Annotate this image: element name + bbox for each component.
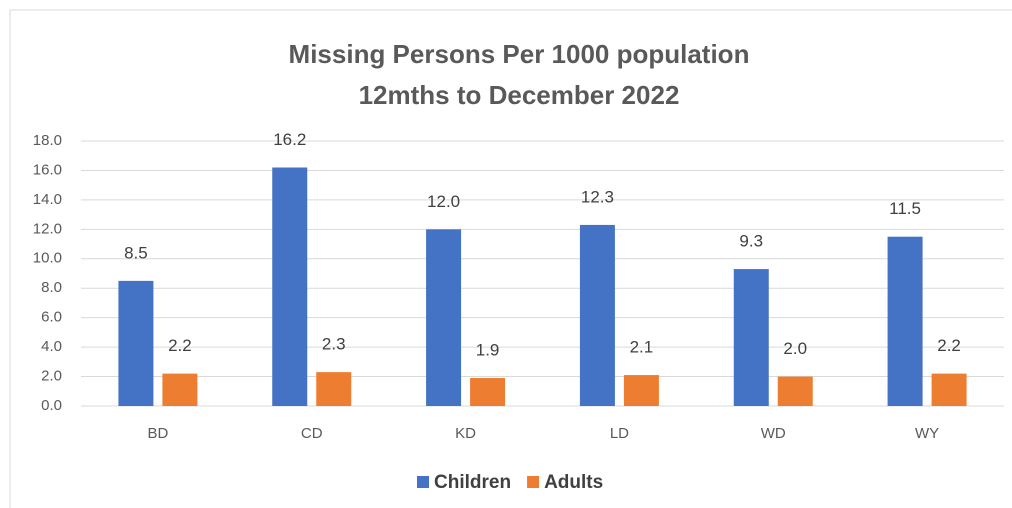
y-tick-label: 16.0: [33, 161, 62, 178]
data-label: 9.3: [739, 232, 763, 251]
data-label: 8.5: [124, 243, 148, 262]
y-tick-label: 12.0: [33, 220, 62, 237]
bar: [887, 236, 923, 406]
bar: [470, 378, 506, 406]
data-label: 2.0: [783, 339, 807, 358]
legend-swatch: [417, 476, 429, 488]
y-tick-label: 8.0: [41, 279, 62, 296]
x-tick-label: WY: [915, 425, 939, 442]
bar: [118, 280, 154, 406]
data-label: 16.2: [273, 130, 306, 149]
bar: [931, 373, 967, 406]
x-tick-label: LD: [610, 425, 629, 442]
chart-subtitle: 12mths to December 2022: [359, 80, 680, 110]
data-label: 12.3: [581, 187, 614, 206]
x-tick-label: BD: [147, 425, 168, 442]
y-tick-label: 14.0: [33, 191, 62, 208]
data-label: 12.0: [427, 192, 460, 211]
bar: [777, 376, 813, 406]
data-label: 2.2: [168, 336, 192, 355]
x-tick-label: WD: [761, 425, 786, 442]
data-label: 11.5: [889, 199, 921, 218]
y-tick-label: 4.0: [41, 338, 62, 355]
y-tick-label: 2.0: [41, 368, 62, 385]
bar: [272, 167, 308, 406]
x-tick-label: CD: [301, 425, 323, 442]
data-label: 2.2: [937, 336, 961, 355]
data-label: 1.9: [476, 341, 500, 360]
x-tick-label: KD: [455, 425, 476, 442]
y-tick-label: 10.0: [33, 250, 62, 267]
bar: [426, 229, 462, 406]
legend-swatch: [527, 476, 540, 488]
y-tick-label: 18.0: [33, 132, 62, 149]
legend-label: Children: [434, 472, 511, 493]
legend-label: Adults: [544, 472, 603, 493]
bar: [316, 372, 352, 406]
y-tick-label: 0.0: [41, 397, 62, 414]
bar: [733, 269, 769, 406]
y-tick-label: 6.0: [41, 309, 62, 326]
bar: [162, 373, 198, 406]
data-label: 2.3: [322, 335, 346, 354]
bar: [579, 224, 615, 406]
data-label: 2.1: [630, 338, 654, 357]
bar: [623, 375, 659, 406]
chart-title: Missing Persons Per 1000 population: [289, 39, 750, 69]
